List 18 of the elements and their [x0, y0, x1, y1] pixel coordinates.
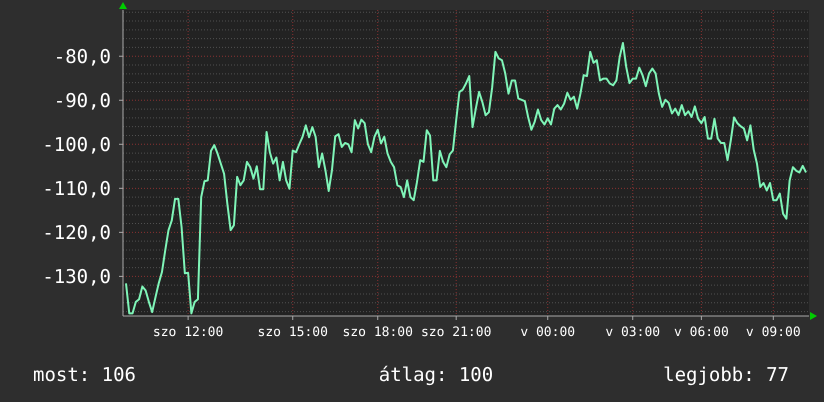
y-tick-label: -100,0	[42, 134, 111, 156]
x-tick-label: szo 12:00	[152, 325, 224, 340]
x-tick-label: szo 15:00	[258, 325, 328, 340]
y-tick-label: -130,0	[42, 266, 111, 288]
x-tick-label: v 03:00	[605, 325, 660, 340]
y-tick-label: -120,0	[42, 222, 111, 244]
y-tick-label: -80,0	[54, 46, 111, 68]
line-series	[125, 42, 807, 314]
text: átlag: 100	[378, 364, 494, 386]
x-tick-label: szo 21:00	[420, 325, 492, 340]
text: legjobb: 77	[663, 364, 789, 386]
y-tick-label: -110,0	[42, 178, 111, 200]
x-tick-label: szo 18:00	[342, 325, 413, 340]
text: most: 106	[33, 364, 136, 386]
x-tick-label: v 09:00	[746, 325, 801, 340]
x-tick-label: v 06:00	[674, 325, 729, 340]
x-tick-label: v 00:00	[520, 325, 576, 340]
y-tick-label: -90,0	[54, 90, 111, 112]
